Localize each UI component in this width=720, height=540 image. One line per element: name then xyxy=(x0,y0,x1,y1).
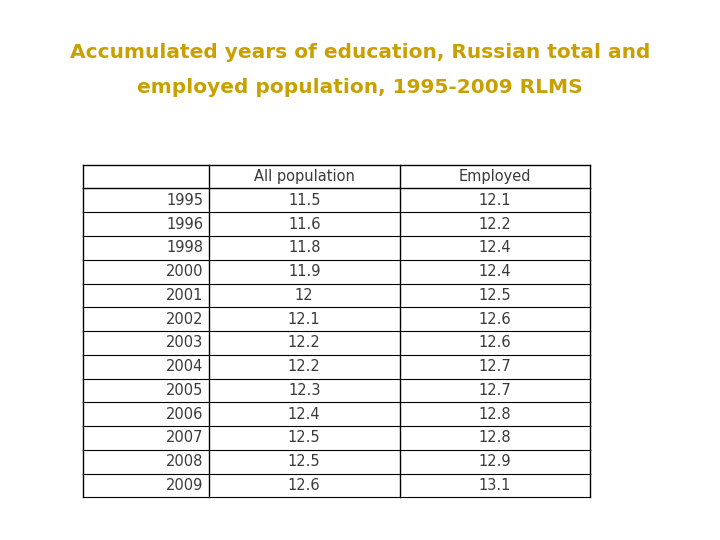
Text: 2004: 2004 xyxy=(166,359,203,374)
Text: 12.9: 12.9 xyxy=(479,454,511,469)
Text: 12.4: 12.4 xyxy=(288,407,320,422)
Text: 12.2: 12.2 xyxy=(479,217,511,232)
Text: All population: All population xyxy=(253,169,355,184)
Text: 2006: 2006 xyxy=(166,407,203,422)
Text: 12: 12 xyxy=(295,288,313,303)
Text: 12.5: 12.5 xyxy=(479,288,511,303)
Text: 2008: 2008 xyxy=(166,454,203,469)
Text: 12.5: 12.5 xyxy=(288,454,320,469)
Text: 12.1: 12.1 xyxy=(288,312,320,327)
Text: 2007: 2007 xyxy=(166,430,203,445)
Text: 11.9: 11.9 xyxy=(288,264,320,279)
Text: 11.6: 11.6 xyxy=(288,217,320,232)
Text: 1995: 1995 xyxy=(166,193,203,208)
Text: 2009: 2009 xyxy=(166,478,203,493)
Text: employed population, 1995-2009 RLMS: employed population, 1995-2009 RLMS xyxy=(137,78,583,97)
Text: Employed: Employed xyxy=(459,169,531,184)
Text: 1996: 1996 xyxy=(166,217,203,232)
Text: 12.2: 12.2 xyxy=(288,359,320,374)
Text: 12.3: 12.3 xyxy=(288,383,320,398)
Text: 12.7: 12.7 xyxy=(479,383,511,398)
Text: 12.6: 12.6 xyxy=(288,478,320,493)
Text: 12.8: 12.8 xyxy=(479,430,511,445)
Text: 12.7: 12.7 xyxy=(479,359,511,374)
Text: 12.8: 12.8 xyxy=(479,407,511,422)
Text: 2001: 2001 xyxy=(166,288,203,303)
Text: 11.8: 11.8 xyxy=(288,240,320,255)
Text: 12.6: 12.6 xyxy=(479,312,511,327)
Text: 12.1: 12.1 xyxy=(479,193,511,208)
Text: 13.1: 13.1 xyxy=(479,478,511,493)
Text: 2002: 2002 xyxy=(166,312,203,327)
Text: 12.4: 12.4 xyxy=(479,240,511,255)
Text: 12.4: 12.4 xyxy=(479,264,511,279)
Text: Accumulated years of education, Russian total and: Accumulated years of education, Russian … xyxy=(70,43,650,62)
Text: 12.6: 12.6 xyxy=(479,335,511,350)
Text: 2005: 2005 xyxy=(166,383,203,398)
Text: 12.2: 12.2 xyxy=(288,335,320,350)
Text: 1998: 1998 xyxy=(166,240,203,255)
Text: 2000: 2000 xyxy=(166,264,203,279)
Text: 2003: 2003 xyxy=(166,335,203,350)
Text: 12.5: 12.5 xyxy=(288,430,320,445)
Text: 11.5: 11.5 xyxy=(288,193,320,208)
